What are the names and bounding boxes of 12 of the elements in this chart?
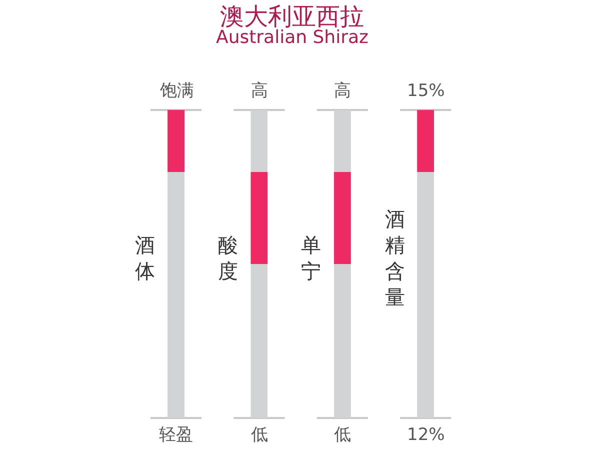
y-axis-title: 酒精含量 [385, 207, 405, 309]
y-axis-title: 酸度 [218, 233, 238, 283]
text: 15% [407, 81, 445, 101]
text: 饱满 [159, 81, 194, 101]
text: 低 [334, 425, 351, 445]
text: 高 [251, 81, 268, 101]
text: 低 [251, 425, 268, 445]
y-axis-title: 单宁 [301, 233, 321, 283]
text: 轻盈 [159, 425, 193, 445]
text: 12% [407, 425, 445, 445]
text: 高 [334, 81, 351, 101]
y-axis-title: 酒体 [135, 233, 155, 283]
